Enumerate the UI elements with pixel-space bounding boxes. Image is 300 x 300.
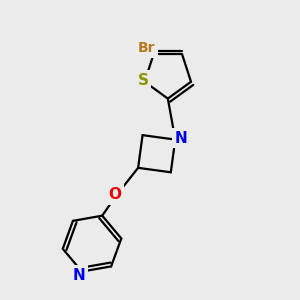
Text: N: N [175,130,188,146]
Text: N: N [73,268,85,283]
Text: Br: Br [137,41,155,55]
Text: S: S [138,73,149,88]
Text: O: O [108,187,121,202]
